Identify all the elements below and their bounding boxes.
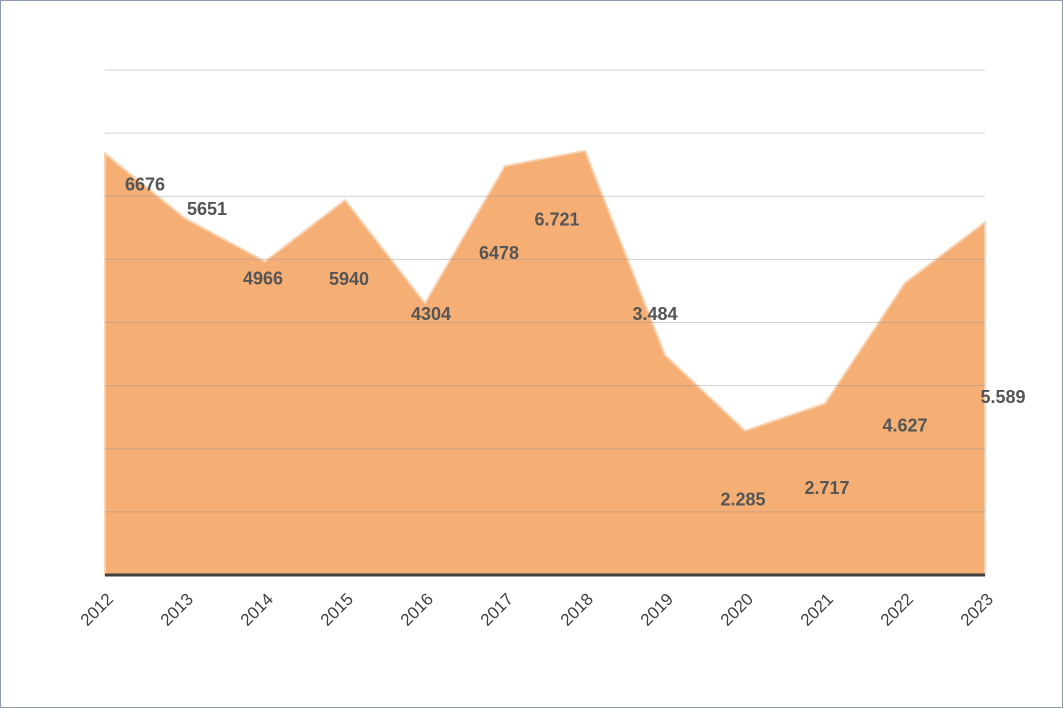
value-label: 6676: [125, 174, 165, 194]
value-label: 6478: [479, 243, 519, 263]
value-label: 6.721: [534, 209, 579, 229]
value-label: 4304: [411, 304, 451, 324]
value-label: 2.717: [804, 478, 849, 498]
value-label: 5651: [187, 199, 227, 219]
value-label: 5940: [329, 269, 369, 289]
value-label: 3.484: [632, 304, 677, 324]
value-label: 4966: [243, 268, 283, 288]
value-label: 4.627: [882, 416, 927, 436]
area: [104, 149, 986, 576]
value-label: 5.589: [980, 387, 1025, 407]
value-label: 2.285: [720, 490, 765, 510]
